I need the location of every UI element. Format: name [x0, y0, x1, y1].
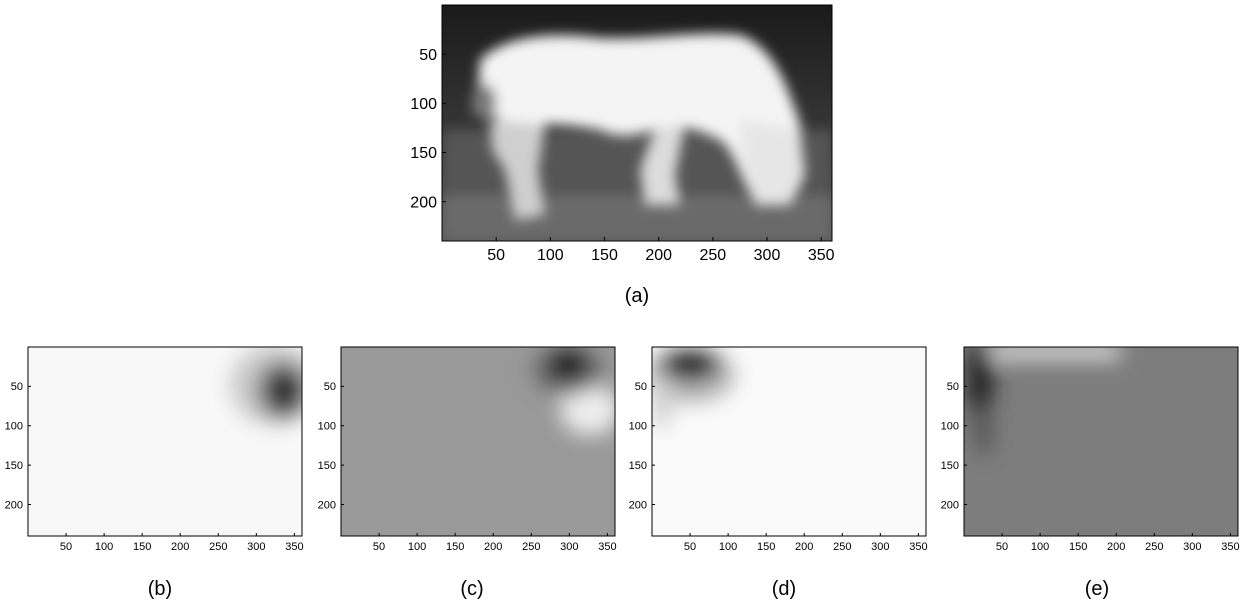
panel-b-x-tick-label: 150 [133, 541, 151, 553]
panel-b-x-tick-label: 50 [60, 541, 72, 553]
panel-e-x-tick-label: 150 [1069, 541, 1087, 553]
panel-b-y-tick-label: 150 [5, 460, 23, 472]
panel-d-x-tick-label: 200 [795, 541, 813, 553]
panel-c-x-tick-label: 200 [484, 541, 502, 553]
panel-a-y-tick-label: 200 [410, 194, 437, 211]
caption-b: (b) [147, 578, 173, 600]
caption-a: (a) [624, 285, 650, 307]
panel-d-x-tick-label: 50 [684, 541, 696, 553]
panel-a-x-tick-label: 200 [645, 247, 672, 264]
panel-e-frame [963, 346, 1239, 537]
panel-d-x-tick-label: 250 [833, 541, 851, 553]
panel-c-x-tick-label: 350 [598, 541, 616, 553]
panel-a-x-tick-label: 150 [591, 247, 618, 264]
panel-a-x-tick-label: 100 [537, 247, 564, 264]
panel-c-y-tick-label: 200 [318, 499, 336, 511]
panel-a-x-tick-label: 50 [487, 247, 505, 264]
panel-b-x-tick-label: 300 [247, 541, 265, 553]
panel-c-y-tick-label: 50 [324, 381, 336, 393]
panel-d-x-tick-label: 100 [719, 541, 737, 553]
panel-e-y-tick-label: 50 [947, 381, 959, 393]
panel-b-x-tick-label: 250 [209, 541, 227, 553]
panel-d-x-tick-label: 150 [757, 541, 775, 553]
caption-e: (e) [1084, 578, 1110, 600]
panel-e-x-tick-label: 250 [1145, 541, 1163, 553]
panel-e-y-tick-label: 100 [941, 421, 959, 433]
panel-b-x-tick-label: 350 [285, 541, 303, 553]
panel-c-y-tick-label: 150 [318, 460, 336, 472]
panel-a-x-tick-label: 250 [699, 247, 726, 264]
panel-e-x-tick-label: 200 [1107, 541, 1125, 553]
tick-layer: 50 100 150 200 250 300 350 50 100 150 200 50 100 150 2… [5, 47, 1240, 553]
panel-e-image [964, 347, 1238, 536]
panel-b-x-tick-label: 100 [95, 541, 113, 553]
panel-c-image [341, 347, 615, 536]
panel-e-x-tick-label: 300 [1183, 541, 1201, 553]
caption-c: (c) [460, 578, 484, 600]
panel-d-y-tick-label: 50 [635, 381, 647, 393]
panel-e-y-tick-label: 150 [941, 460, 959, 472]
panel-d-x-tick-label: 350 [909, 541, 927, 553]
panel-e-x-tick-label: 50 [996, 541, 1008, 553]
caption-d: (d) [771, 578, 797, 600]
panel-a-frame [441, 4, 833, 242]
panel-b-image [28, 347, 302, 536]
panel-a-y-tick-label: 150 [410, 145, 437, 162]
panel-d-frame [651, 346, 927, 537]
panel-b-y-tick-label: 100 [5, 421, 23, 433]
panel-d-y-tick-label: 100 [629, 421, 647, 433]
panel-a-x-tick-label: 300 [754, 247, 781, 264]
panel-d-y-tick-label: 200 [629, 499, 647, 511]
panel-c-x-tick-label: 300 [560, 541, 578, 553]
panel-e-x-tick-label: 100 [1031, 541, 1049, 553]
panel-a-y-tick-label: 100 [410, 96, 437, 113]
panel-a-y-tick-label: 50 [419, 47, 437, 64]
panel-d-image [652, 347, 926, 536]
panel-d-x-tick-label: 300 [871, 541, 889, 553]
panel-c-frame [340, 346, 616, 537]
panel-c-x-tick-label: 150 [446, 541, 464, 553]
panel-d-y-tick-label: 150 [629, 460, 647, 472]
panel-c-x-tick-label: 250 [522, 541, 540, 553]
panel-b-y-tick-label: 200 [5, 499, 23, 511]
panel-b-x-tick-label: 200 [171, 541, 189, 553]
panel-e-y-tick-label: 200 [941, 499, 959, 511]
panel-b-y-tick-label: 50 [11, 381, 23, 393]
panel-e-x-tick-label: 350 [1221, 541, 1239, 553]
panel-c-x-tick-label: 100 [408, 541, 426, 553]
panel-a-x-tick-label: 350 [808, 247, 835, 264]
panel-a-image [442, 5, 832, 241]
panel-c-x-tick-label: 50 [373, 541, 385, 553]
panel-b-frame [27, 346, 303, 537]
panel-c-y-tick-label: 100 [318, 421, 336, 433]
